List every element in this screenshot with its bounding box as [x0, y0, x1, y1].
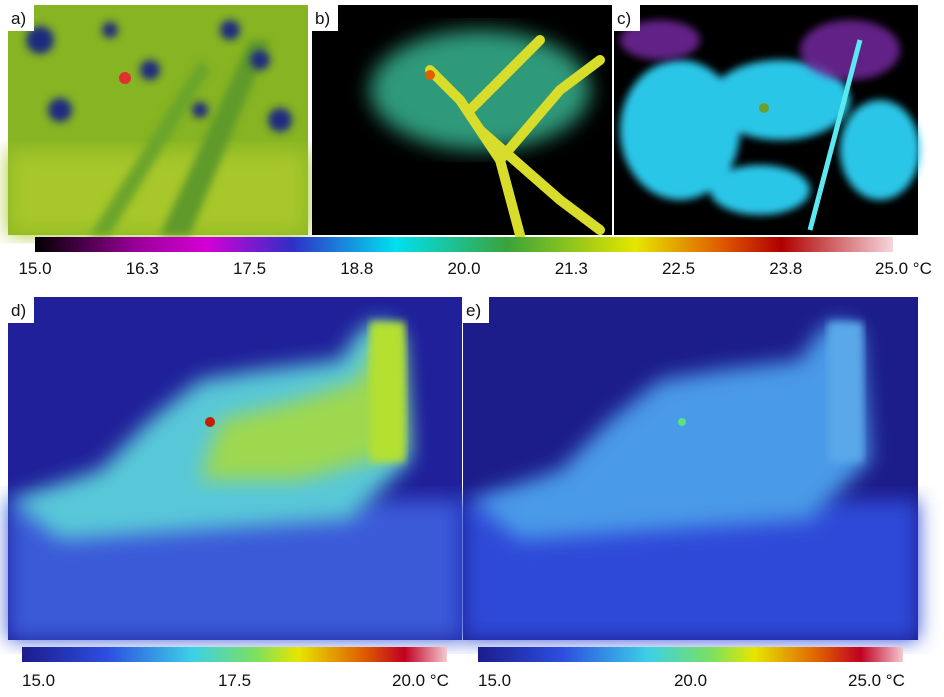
- colorbar-tick-label: 17.5: [233, 259, 266, 278]
- colorbar: [478, 647, 903, 662]
- thermal-image-b: [312, 5, 612, 235]
- panel-label: d): [11, 301, 26, 320]
- colorbar-tick-label: 20.0 °C: [392, 671, 449, 690]
- thermal-image-d: [8, 297, 462, 640]
- colorbar-tick-label: 20.0: [447, 259, 480, 278]
- colorbar-tick-label: 18.8: [340, 259, 373, 278]
- colorbar-tick-label: 23.8: [769, 259, 802, 278]
- colorbar-tick-label: 16.3: [126, 259, 159, 278]
- colorbar-tick-label: 15.0: [478, 671, 511, 690]
- panel-label: a): [11, 9, 26, 28]
- colorbar-tick-label: 15.0: [18, 259, 51, 278]
- colorbar-tick-label: 17.5: [218, 671, 251, 690]
- colorbar-tick-label: 15.0: [22, 671, 55, 690]
- colorbar-tick-label: 21.3: [555, 259, 588, 278]
- panel-label: e): [466, 301, 481, 320]
- thermal-image-a: [8, 5, 308, 235]
- panel-label: c): [617, 9, 631, 28]
- colorbar-tick-label: 22.5: [662, 259, 695, 278]
- thermal-image-c: [614, 5, 920, 235]
- colorbar-tick-label: 20.0: [674, 671, 707, 690]
- panel-label: b): [315, 9, 330, 28]
- thermal-image-e: [463, 297, 918, 640]
- colorbar: [22, 647, 447, 662]
- colorbar-tick-label: 25.0 °C: [848, 671, 905, 690]
- colorbar-tick-label: 25.0 °C: [875, 259, 932, 278]
- colorbar: [35, 237, 893, 252]
- figure: a) b) c) d) e) 15.0 16.3 17.5 18.8 20.0 21.3 22.5 23…: [0, 0, 944, 692]
